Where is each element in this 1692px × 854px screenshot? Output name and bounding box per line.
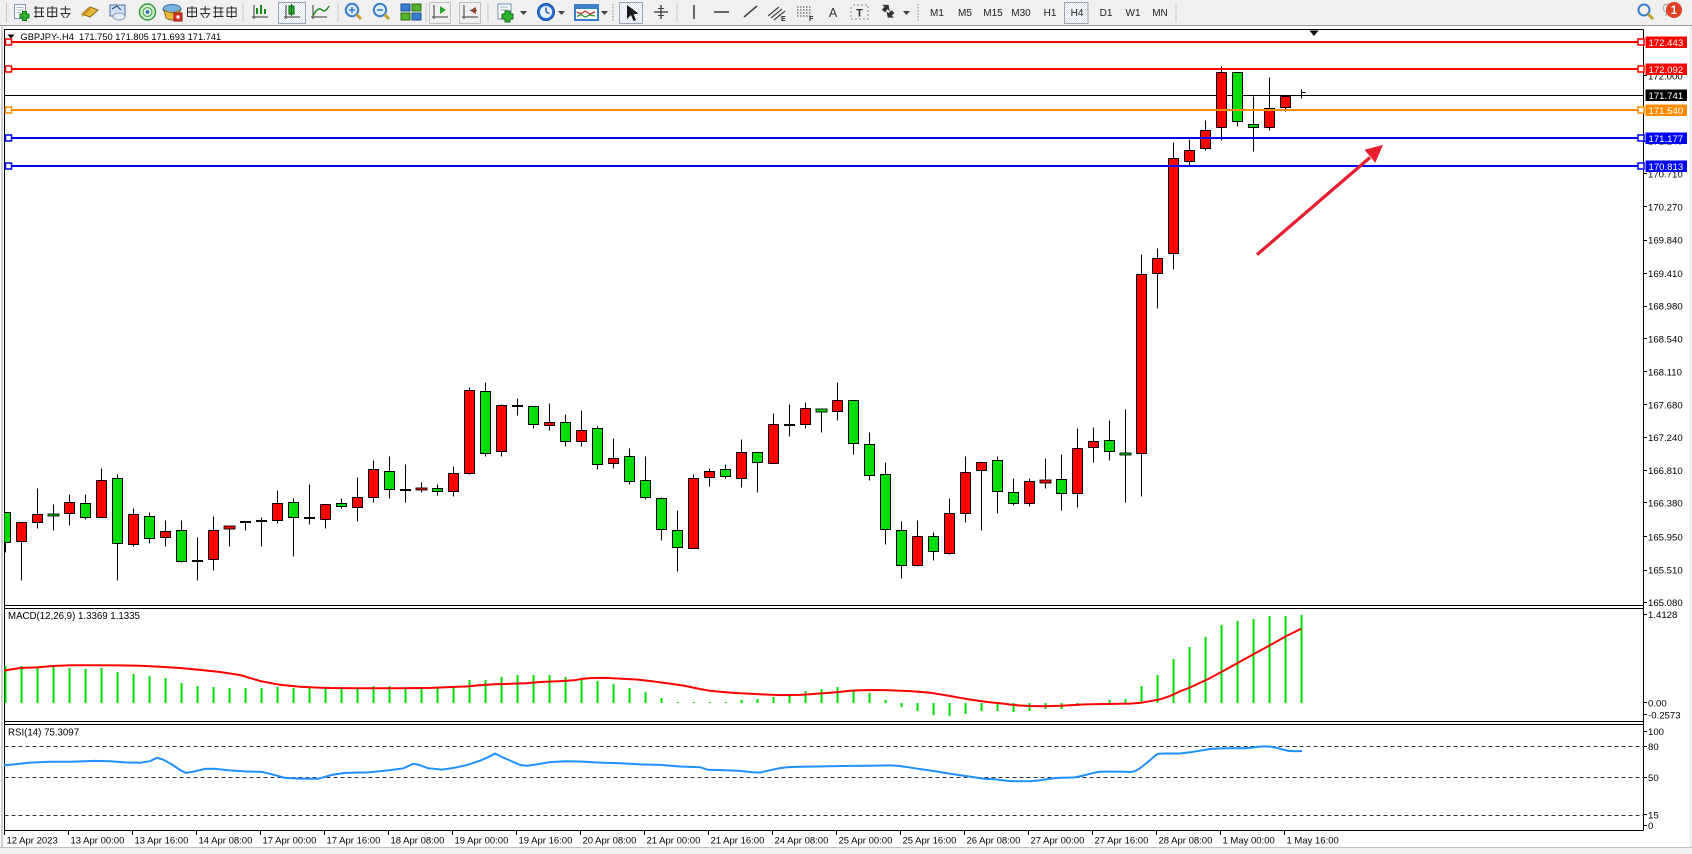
- svg-text:17 Apr 00:00: 17 Apr 00:00: [263, 836, 317, 847]
- svg-text:GBPJPY-.H4 171.750 171.805 17: GBPJPY-.H4 171.750 171.805 171.693 171.7…: [21, 32, 222, 42]
- svg-text:50: 50: [1648, 773, 1659, 784]
- svg-text:24 Apr 08:00: 24 Apr 08:00: [775, 836, 829, 847]
- svg-text:169.410: 169.410: [1648, 269, 1683, 280]
- svg-text:167.680: 167.680: [1648, 400, 1683, 411]
- svg-text:-0.2573: -0.2573: [1648, 710, 1681, 721]
- svg-text:172.000: 172.000: [1648, 71, 1683, 82]
- svg-text:17 Apr 16:00: 17 Apr 16:00: [327, 836, 381, 847]
- svg-text:170.270: 170.270: [1648, 203, 1683, 214]
- svg-text:H4: H4: [1071, 8, 1084, 19]
- svg-text:H1: H1: [1044, 8, 1057, 19]
- svg-text:1 May 16:00: 1 May 16:00: [1287, 836, 1339, 847]
- svg-text:A: A: [829, 6, 838, 20]
- svg-text:T: T: [856, 8, 863, 20]
- svg-text:0: 0: [1648, 821, 1653, 832]
- svg-text:80: 80: [1648, 742, 1659, 753]
- svg-text:27 Apr 16:00: 27 Apr 16:00: [1095, 836, 1149, 847]
- svg-text:170.813: 170.813: [1649, 162, 1684, 173]
- svg-text:E: E: [781, 16, 786, 23]
- svg-text:19 Apr 16:00: 19 Apr 16:00: [519, 836, 573, 847]
- svg-text:1 May 00:00: 1 May 00:00: [1223, 836, 1275, 847]
- svg-text:166.810: 166.810: [1648, 466, 1683, 477]
- svg-text:21 Apr 16:00: 21 Apr 16:00: [711, 836, 765, 847]
- svg-text:21 Apr 00:00: 21 Apr 00:00: [647, 836, 701, 847]
- svg-text:20 Apr 08:00: 20 Apr 08:00: [583, 836, 637, 847]
- svg-text:166.380: 166.380: [1648, 499, 1683, 510]
- svg-text:14 Apr 08:00: 14 Apr 08:00: [199, 836, 253, 847]
- svg-text:171.741: 171.741: [1649, 91, 1684, 102]
- svg-text:12 Apr 2023: 12 Apr 2023: [7, 836, 58, 847]
- svg-text:MACD(12,26,9) 1.3369 1.1335: MACD(12,26,9) 1.3369 1.1335: [8, 611, 140, 622]
- svg-text:172.092: 172.092: [1649, 65, 1684, 76]
- svg-text:M1: M1: [930, 8, 944, 19]
- svg-text:MN: MN: [1152, 8, 1168, 19]
- svg-text:28 Apr 08:00: 28 Apr 08:00: [1159, 836, 1213, 847]
- svg-text:169.840: 169.840: [1648, 236, 1683, 247]
- svg-text:1.4128: 1.4128: [1648, 610, 1677, 621]
- svg-text:165.080: 165.080: [1648, 598, 1683, 609]
- svg-text:168.540: 168.540: [1648, 334, 1683, 345]
- svg-text:26 Apr 08:00: 26 Apr 08:00: [967, 836, 1021, 847]
- svg-text:27 Apr 00:00: 27 Apr 00:00: [1031, 836, 1085, 847]
- svg-text:100: 100: [1648, 727, 1664, 738]
- svg-text:165.510: 165.510: [1648, 566, 1683, 577]
- svg-text:171.177: 171.177: [1649, 134, 1684, 145]
- svg-text:19 Apr 00:00: 19 Apr 00:00: [455, 836, 509, 847]
- svg-text:W1: W1: [1126, 8, 1141, 19]
- svg-text:18 Apr 08:00: 18 Apr 08:00: [391, 836, 445, 847]
- svg-text:167.240: 167.240: [1648, 433, 1683, 444]
- svg-text:13 Apr 16:00: 13 Apr 16:00: [135, 836, 189, 847]
- svg-text:1: 1: [1671, 5, 1678, 17]
- svg-text:25 Apr 00:00: 25 Apr 00:00: [839, 836, 893, 847]
- svg-text:M5: M5: [958, 8, 972, 19]
- svg-text:168.110: 168.110: [1648, 367, 1682, 378]
- svg-text:D1: D1: [1100, 8, 1113, 19]
- svg-text:25 Apr 16:00: 25 Apr 16:00: [903, 836, 957, 847]
- svg-text:171.540: 171.540: [1649, 106, 1684, 117]
- svg-text:165.950: 165.950: [1648, 532, 1683, 543]
- svg-text:F: F: [809, 16, 814, 23]
- svg-text:M30: M30: [1011, 8, 1031, 19]
- svg-text:RSI(14) 75.3097: RSI(14) 75.3097: [8, 728, 79, 739]
- svg-text:168.980: 168.980: [1648, 302, 1683, 313]
- svg-text:M15: M15: [983, 8, 1003, 19]
- svg-text:13 Apr 00:00: 13 Apr 00:00: [71, 836, 125, 847]
- svg-text:170.710: 170.710: [1648, 169, 1683, 180]
- svg-text:172.443: 172.443: [1649, 38, 1684, 49]
- svg-text:15: 15: [1648, 811, 1659, 822]
- svg-text:0.00: 0.00: [1648, 698, 1667, 709]
